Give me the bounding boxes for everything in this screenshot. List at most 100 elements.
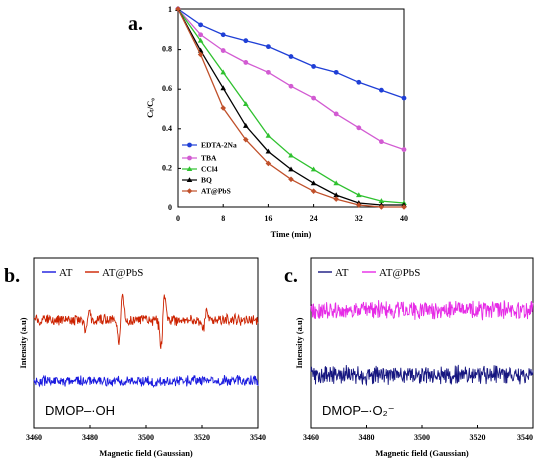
spectrum-line-at (33, 374, 259, 388)
panel-b-ylabel: Intensity (a.u) (18, 317, 28, 368)
panel-c-inset-label: DMOP–·O₂⁻ (322, 403, 395, 418)
data-point-at-pbs (378, 204, 385, 210)
panel-a-xtick: 32 (355, 214, 363, 223)
data-point-edta-2na (243, 38, 249, 44)
legend-marker-bq (186, 177, 193, 182)
legend-entry-tba: TBA (182, 154, 217, 163)
data-point-tba (401, 147, 407, 152)
panel-a-ytick: 0 (168, 203, 172, 212)
panel-c-xticks: 3460 3480 3500 3520 3540 (303, 425, 533, 442)
panel-b-xlabel: Magnetic field (Gaussian) (99, 448, 193, 458)
panel-a-legend: EDTA-2Na TBA CCl4 BQ AT@PbS (182, 141, 237, 196)
series-line-ccl4 (177, 8, 405, 204)
data-point-bq (310, 180, 317, 186)
panel-a-xtick: 16 (264, 214, 272, 223)
panel-b-inset-label: DMOP–·OH (45, 403, 115, 418)
data-point-ccl4 (288, 152, 294, 158)
data-point-bq (265, 148, 272, 154)
panel-b: b. AT AT@PbS DMOP–·OH 3460 3480 3500 352… (4, 257, 266, 458)
data-point-at-pbs (401, 204, 407, 210)
legend-label-ccl4: CCl4 (201, 165, 218, 174)
data-point-tba (333, 111, 339, 117)
data-point-at-pbs (175, 6, 181, 12)
data-point-at-pbs (243, 136, 249, 143)
data-point-at-pbs (333, 196, 339, 202)
legend-entry-bq: BQ (182, 176, 212, 185)
panel-c-letter: c. (284, 265, 298, 287)
data-point-ccl4 (197, 37, 204, 43)
panel-a-xlabel: Time (min) (271, 229, 312, 239)
data-point-edta-2na (266, 44, 271, 50)
legend-marker-edta (187, 142, 192, 148)
spectrum-line-at-pbs (33, 293, 259, 349)
panel-a-letter: a. (128, 13, 143, 35)
data-point-ccl4 (265, 132, 272, 138)
data-point-at-pbs (220, 105, 226, 111)
panel-b-xtick: 3520 (194, 433, 210, 442)
panel-a-series-group (175, 6, 407, 210)
data-point-bq (333, 192, 339, 198)
panel-a-ytick: 0.8 (162, 45, 172, 54)
data-point-ccl4 (356, 192, 362, 198)
panel-c-xtick: 3460 (303, 433, 319, 442)
data-point-edta-2na (333, 69, 339, 75)
panel-a-yticks: 1 0.8 0.6 0.4 0.2 0 (162, 5, 181, 212)
data-point-edta-2na (198, 22, 204, 28)
data-point-at-pbs (288, 176, 294, 183)
panel-c-xtick: 3480 (359, 433, 375, 442)
data-point-at-pbs (197, 51, 204, 58)
legend-label-atpbs: AT@PbS (201, 187, 231, 196)
panel-c-xlabel: Magnetic field (Gaussian) (375, 448, 469, 458)
legend-label-edta: EDTA-2Na (201, 141, 237, 150)
panel-b-legend-label-atpbs: AT@PbS (102, 267, 143, 279)
panel-b-legend-label-at: AT (59, 267, 73, 279)
data-point-tba (198, 32, 204, 38)
legend-marker-atpbs (186, 188, 193, 194)
panel-c-xtick: 3500 (414, 433, 430, 442)
data-point-edta-2na (311, 64, 316, 69)
panel-c-ylabel: Intensity (a.u) (294, 317, 304, 368)
panel-b-legend: AT AT@PbS (42, 267, 143, 279)
data-point-tba (243, 60, 249, 65)
legend-marker-ccl4 (186, 166, 193, 171)
panel-a-xtick: 40 (400, 214, 408, 223)
panel-c-legend-label-at: AT (335, 267, 349, 279)
data-point-tba (356, 125, 362, 131)
legend-entry-edta: EDTA-2Na (182, 141, 237, 150)
panel-c-xtick: 3520 (470, 433, 486, 442)
legend-label-bq: BQ (201, 176, 212, 185)
panel-b-xtick: 3460 (26, 433, 42, 442)
data-point-edta-2na (220, 32, 226, 38)
panel-b-letter: b. (4, 265, 20, 287)
panel-a-xtick: 24 (310, 214, 318, 223)
legend-entry-atpbs: AT@PbS (182, 187, 231, 196)
data-point-tba (288, 83, 294, 89)
data-point-tba (311, 95, 316, 101)
data-point-bq (243, 122, 249, 128)
data-point-tba (266, 69, 271, 75)
panel-c-legend-label-atpbs: AT@PbS (379, 267, 420, 279)
legend-label-tba: TBA (201, 154, 217, 163)
data-point-edta-2na (356, 79, 362, 85)
panel-b-xticks: 3460 3480 3500 3520 3540 (26, 425, 266, 442)
data-point-ccl4 (220, 69, 226, 75)
data-point-bq (288, 166, 294, 172)
data-point-ccl4 (310, 166, 317, 172)
data-point-edta-2na (379, 87, 384, 93)
panel-a-ytick: 1 (168, 5, 172, 14)
spectrum-line-at (310, 364, 534, 387)
data-point-edta-2na (288, 54, 294, 59)
data-point-tba (379, 139, 384, 145)
series-line-bq (177, 8, 404, 206)
data-point-edta-2na (401, 95, 407, 101)
data-point-ccl4 (378, 198, 385, 204)
panel-c-xtick: 3540 (517, 433, 533, 442)
panel-c-series-group (310, 300, 534, 387)
legend-entry-ccl4: CCl4 (182, 165, 218, 174)
panel-a-ytick: 0.4 (162, 124, 172, 133)
data-point-at-pbs (356, 202, 362, 208)
panel-c-legend: AT AT@PbS (318, 267, 420, 279)
data-point-tba (220, 48, 226, 53)
panel-a-ytick: 0.6 (162, 84, 172, 93)
panel-b-xtick: 3540 (250, 433, 266, 442)
